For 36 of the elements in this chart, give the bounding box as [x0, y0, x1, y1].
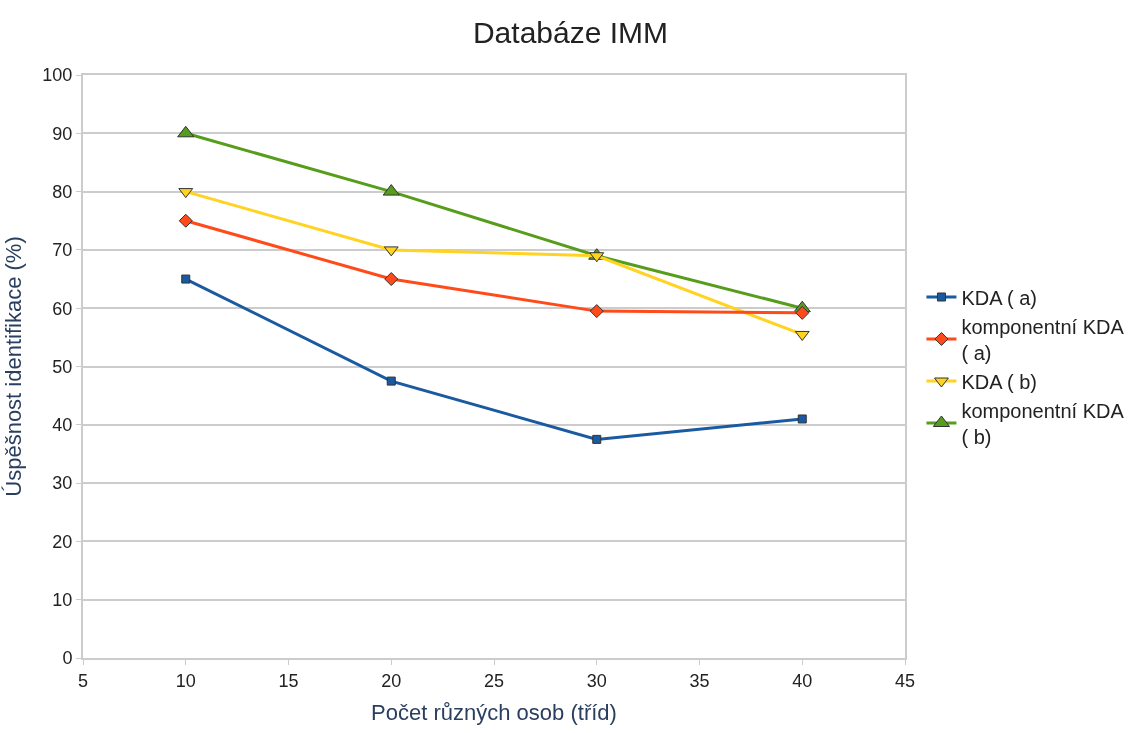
y-tick-label: 10 [52, 590, 73, 610]
x-tick-label: 45 [894, 670, 916, 691]
point [797, 414, 807, 424]
y-axis-title: Úspěšnost identifikace (%) [0, 236, 26, 497]
point [177, 125, 195, 138]
point [589, 304, 604, 319]
legend-label: KDA ( a) [961, 286, 1038, 309]
x-tick-label: 10 [175, 670, 196, 691]
x-axis-title: Počet různých osob (tříd) [371, 700, 617, 725]
x-tick-label: 5 [77, 670, 89, 691]
y-tick-label: 50 [52, 356, 73, 377]
y-tick-label: 40 [52, 415, 73, 436]
y-tick-label: 70 [52, 240, 73, 261]
x-tick-label: 40 [792, 670, 813, 691]
point [795, 305, 810, 320]
y-tick-label: 100 [42, 65, 73, 86]
x-tick-label: 35 [689, 670, 710, 691]
y-tick-label: 30 [52, 473, 73, 494]
x-tick-label: 25 [483, 670, 505, 691]
x-tick-label: 15 [278, 670, 299, 691]
point [181, 274, 191, 284]
y-tick-label: 20 [52, 531, 73, 552]
point [592, 434, 602, 444]
y-tick-label: 80 [52, 181, 73, 202]
x-tick-label: 20 [381, 670, 402, 691]
legend-label: komponentní KDA ( b) [961, 399, 1125, 448]
legend-label: komponentní KDA ( a) [961, 315, 1125, 364]
point [386, 376, 396, 386]
point [384, 272, 399, 287]
y-tick-label: 0 [62, 648, 73, 669]
y-tick-label: 60 [52, 298, 73, 319]
chart-title: Databáze IMM [472, 15, 669, 49]
y-tick-label: 90 [52, 123, 73, 144]
x-tick-label: 30 [586, 670, 607, 691]
point [178, 213, 193, 228]
legend-label: KDA ( b) [961, 370, 1038, 393]
